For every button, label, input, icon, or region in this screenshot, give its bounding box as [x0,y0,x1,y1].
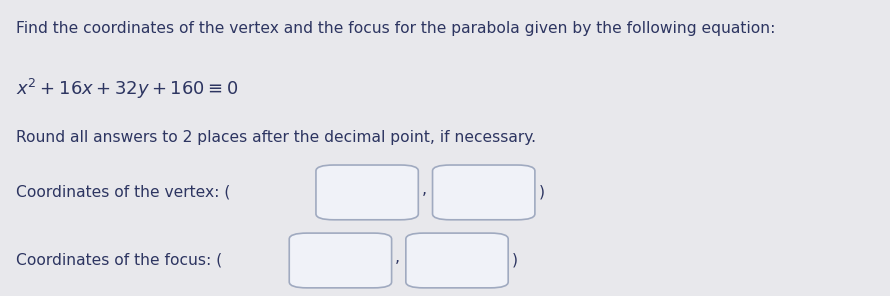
Text: $\mathit{x}^2 + 16\mathit{x} + 32\mathit{y} + 160 \equiv 0$: $\mathit{x}^2 + 16\mathit{x} + 32\mathit… [16,77,239,101]
FancyBboxPatch shape [406,233,508,288]
FancyBboxPatch shape [433,165,535,220]
Text: Coordinates of the focus: (: Coordinates of the focus: ( [16,253,223,268]
Text: ,: , [395,250,401,265]
FancyBboxPatch shape [289,233,392,288]
Text: ,: , [422,182,427,197]
Text: Round all answers to 2 places after the decimal point, if necessary.: Round all answers to 2 places after the … [16,130,536,145]
Text: Coordinates of the vertex: (: Coordinates of the vertex: ( [16,185,231,200]
Text: ): ) [538,185,545,200]
FancyBboxPatch shape [316,165,418,220]
Text: Find the coordinates of the vertex and the focus for the parabola given by the f: Find the coordinates of the vertex and t… [16,21,775,36]
Text: ): ) [512,253,518,268]
